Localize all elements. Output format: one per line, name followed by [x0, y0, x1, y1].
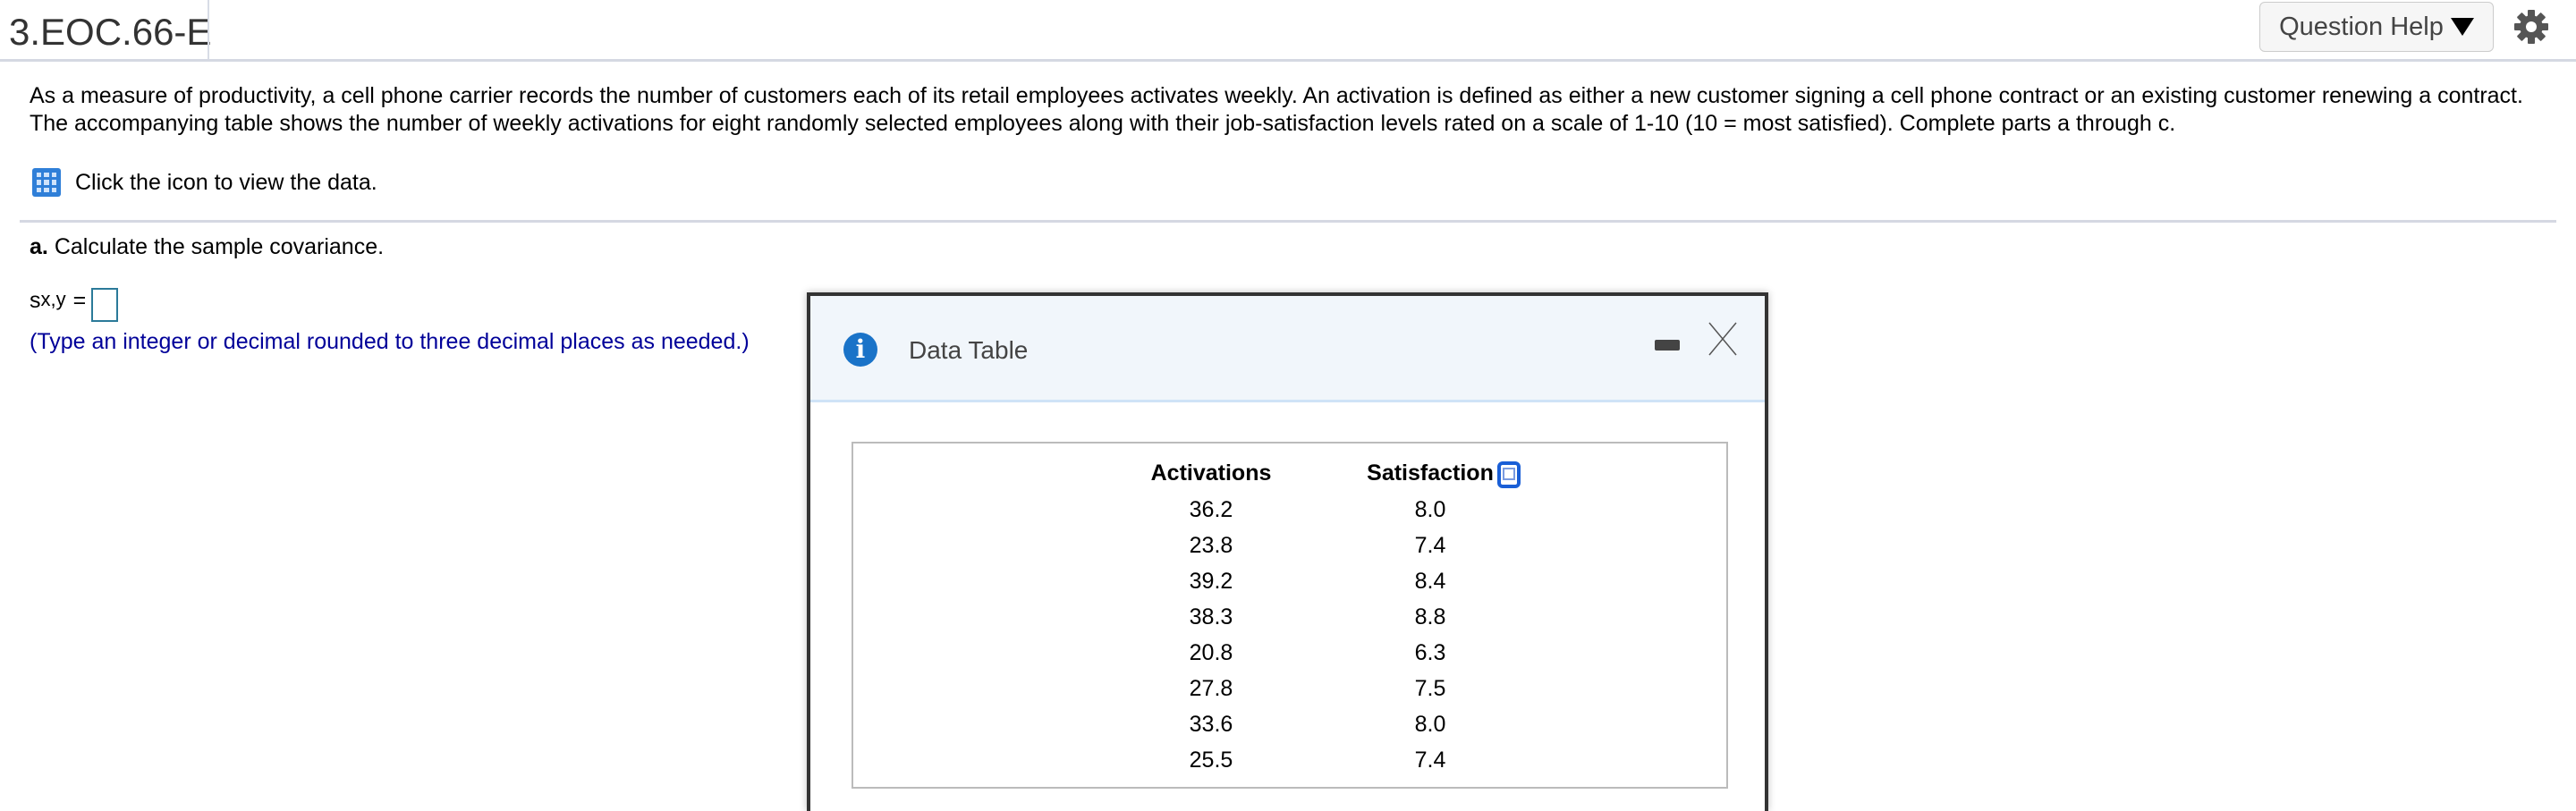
data-table: Activations Satisfaction 36.2 8.0 23.8 7.4 3…: [1095, 454, 1533, 778]
table-row: 38.3 8.8: [1095, 599, 1533, 635]
table-row: 33.6 8.0: [1095, 706, 1533, 742]
question-id-title: 3.EOC.66-E: [9, 11, 212, 53]
activations-cell: 25.5: [1189, 747, 1233, 773]
part-a-heading: a. Calculate the sample covariance.: [30, 234, 384, 260]
covariance-symbol: s: [30, 288, 41, 313]
table-row: 39.2 8.4: [1095, 563, 1533, 599]
satisfaction-cell: 6.3: [1414, 639, 1446, 665]
gear-icon[interactable]: [2513, 9, 2549, 45]
answer-hint: (Type an integer or decimal rounded to t…: [30, 329, 750, 354]
table-row: 23.8 7.4: [1095, 528, 1533, 563]
copy-to-clipboard-icon[interactable]: [1497, 461, 1521, 488]
view-data-link[interactable]: Click the icon to view the data.: [32, 168, 377, 197]
data-table-dialog: i Data Table Activations Satisfaction 36…: [807, 292, 1768, 811]
equals-sign: =: [72, 288, 87, 313]
question-help-button[interactable]: Question Help: [2259, 2, 2494, 52]
header-divider: [0, 59, 2576, 62]
activations-cell: 39.2: [1189, 568, 1233, 594]
activations-cell: 38.3: [1189, 604, 1233, 629]
data-table-container: Activations Satisfaction 36.2 8.0 23.8 7.4 3…: [852, 442, 1728, 789]
minimize-button[interactable]: [1655, 340, 1680, 351]
dialog-header[interactable]: i Data Table: [810, 296, 1765, 402]
dialog-title: Data Table: [909, 336, 1029, 364]
activations-cell: 20.8: [1189, 639, 1233, 665]
close-icon[interactable]: [1707, 321, 1738, 357]
problem-statement: As a measure of productivity, a cell pho…: [30, 83, 2523, 136]
table-row: 27.8 7.5: [1095, 671, 1533, 706]
satisfaction-cell: 8.0: [1414, 711, 1446, 737]
covariance-answer-input[interactable]: [91, 288, 119, 322]
satisfaction-cell: 8.4: [1414, 568, 1446, 594]
activations-cell: 33.6: [1189, 711, 1233, 737]
question-help-label: Question Help: [2279, 12, 2444, 41]
data-table-icon[interactable]: [32, 168, 61, 197]
view-data-text: Click the icon to view the data.: [75, 169, 377, 195]
satisfaction-cell: 7.4: [1414, 747, 1446, 773]
info-icon: i: [843, 333, 877, 367]
satisfaction-cell: 8.0: [1414, 496, 1446, 522]
part-a-label: a.: [30, 234, 48, 259]
activations-cell: 36.2: [1189, 496, 1233, 522]
table-row: 20.8 6.3: [1095, 635, 1533, 671]
satisfaction-cell: 7.5: [1414, 675, 1446, 701]
table-row: 36.2 8.0: [1095, 492, 1533, 528]
covariance-subscript: x,y: [40, 288, 66, 310]
satisfaction-cell: 7.4: [1414, 532, 1446, 558]
activations-cell: 27.8: [1189, 675, 1233, 701]
section-divider: [20, 220, 2556, 223]
activations-cell: 23.8: [1189, 532, 1233, 558]
dropdown-triangle-icon: [2450, 18, 2474, 36]
part-a-prompt: Calculate the sample covariance.: [54, 234, 385, 259]
column-header-activations: Activations: [1150, 460, 1272, 486]
satisfaction-cell: 8.8: [1414, 604, 1446, 629]
column-header-satisfaction: Satisfaction: [1367, 460, 1494, 486]
table-row: 25.5 7.4: [1095, 742, 1533, 778]
answer-row: s x,y =: [30, 288, 119, 322]
title-separator: [208, 0, 209, 59]
